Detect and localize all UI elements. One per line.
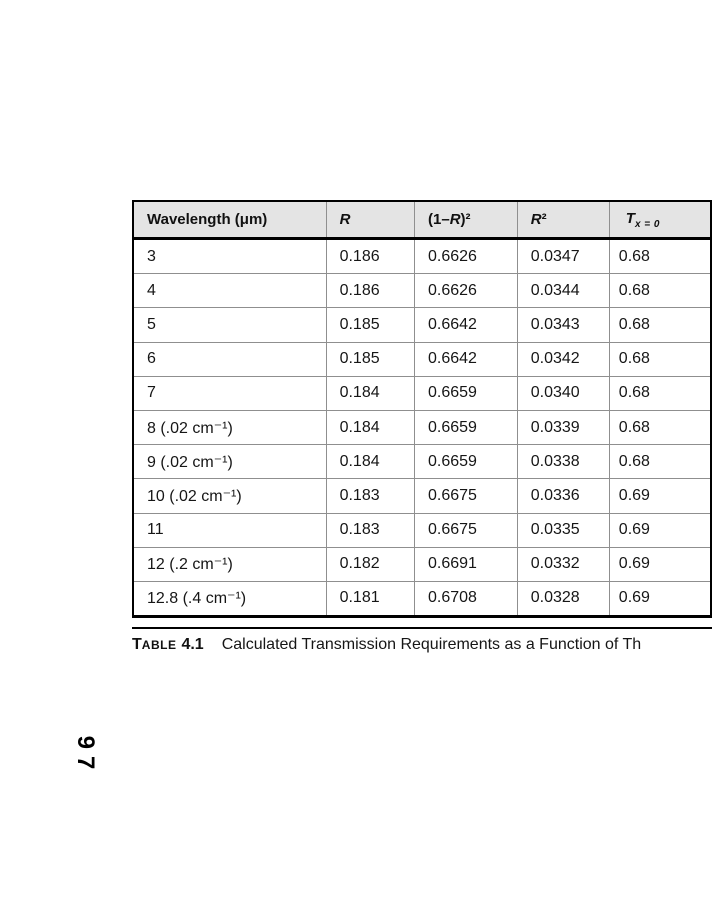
r-squared-cell: 0.0347 — [516, 238, 610, 274]
wavelength-cell: 6 — [133, 341, 327, 377]
r-squared-cell: 0.0335 — [516, 512, 610, 548]
column-header-r-squared: R² — [516, 201, 610, 240]
one-minus-r-squared-cell: 0.6675 — [414, 512, 518, 548]
one-minus-r-squared-cell: 0.6675 — [414, 478, 518, 513]
r-cell: 0.183 — [325, 512, 415, 548]
t-cell: 0.69 — [608, 546, 711, 582]
r-squared-cell: 0.0328 — [516, 580, 610, 617]
t-cell: 0.68 — [608, 409, 711, 445]
transmission-table: Wavelength (μm) R (1–R)² R² Tx = 0 3 0.1… — [132, 200, 712, 619]
r-squared-cell: 0.0336 — [516, 478, 610, 513]
t-cell: 0.68 — [608, 273, 711, 308]
r-squared-cell: 0.0332 — [516, 546, 610, 582]
column-header-t-x0: Tx = 0 — [608, 201, 711, 240]
t-cell: 0.68 — [608, 375, 711, 411]
one-minus-r-squared-cell: 0.6659 — [414, 444, 518, 479]
r-squared-cell: 0.0340 — [516, 375, 610, 411]
r-squared-cell: 0.0339 — [516, 409, 610, 445]
t-cell: 0.68 — [608, 238, 711, 274]
r-cell: 0.185 — [325, 341, 415, 377]
table-caption-label: TABLE 4.1 — [132, 636, 204, 653]
wavelength-cell: 5 — [133, 307, 327, 343]
t-cell: 0.68 — [608, 444, 711, 479]
wavelength-cell: 9 (.02 cm⁻¹) — [133, 444, 327, 479]
wavelength-cell: 3 — [147, 247, 156, 265]
one-minus-r-squared-cell: 0.6708 — [414, 580, 518, 617]
r-squared-cell: 0.0343 — [516, 307, 610, 343]
t-cell: 0.69 — [608, 512, 711, 548]
wavelength-cell: 10 (.02 cm⁻¹) — [133, 478, 327, 513]
t-cell: 0.69 — [608, 580, 711, 617]
table-row: 11 0.183 0.6675 0.0335 0.69 — [133, 512, 711, 548]
one-minus-r-squared-cell: 0.6642 — [414, 307, 518, 343]
one-minus-r-squared-cell: 0.6626 — [414, 273, 518, 308]
r-cell: 0.183 — [325, 478, 415, 513]
r-cell: 0.186 — [325, 273, 415, 308]
table-row: 7 0.184 0.6659 0.0340 0.68 — [133, 375, 711, 411]
wavelength-cell: 12 (.2 cm⁻¹) — [133, 546, 327, 582]
table-row: 6 0.185 0.6642 0.0342 0.68 — [133, 341, 711, 377]
table-row: 9 (.02 cm⁻¹) 0.184 0.6659 0.0338 0.68 — [133, 444, 711, 479]
r-cell: 0.184 — [325, 409, 415, 445]
table-caption-text: Calculated Transmission Requirements as … — [221, 636, 642, 653]
column-header-wavelength: Wavelength (μm) — [133, 201, 327, 240]
one-minus-r-squared-cell: 0.6642 — [414, 341, 518, 377]
r-squared-cell: 0.0338 — [516, 444, 610, 479]
r-cell: 0.181 — [325, 580, 415, 617]
table-row: 12 (.2 cm⁻¹) 0.182 0.6691 0.0332 0.69 — [133, 546, 711, 582]
r-cell: 0.186 — [325, 238, 415, 274]
r-squared-cell: 0.0342 — [516, 341, 610, 377]
one-minus-r-squared-cell: 0.6659 — [414, 409, 518, 445]
t-cell: 0.69 — [608, 478, 711, 513]
table-caption: TABLE 4.1 Calculated Transmission Requirem… — [132, 627, 712, 654]
table-row: 10 (.02 cm⁻¹) 0.183 0.6675 0.0336 0.69 — [133, 478, 711, 513]
t-cell: 0.68 — [608, 341, 711, 377]
wavelength-cell: 4 — [133, 273, 327, 308]
column-header-r: R — [325, 201, 415, 240]
r-squared-cell: 0.0344 — [516, 273, 610, 308]
column-header-one-minus-r-squared: (1–R)² — [414, 201, 518, 240]
r-cell: 0.185 — [325, 307, 415, 343]
r-cell: 0.182 — [325, 546, 415, 582]
wavelength-cell: 8 (.02 cm⁻¹) — [133, 409, 327, 445]
wavelength-cell: 7 — [133, 375, 327, 411]
one-minus-r-squared-cell: 0.6626 — [414, 238, 518, 274]
one-minus-r-squared-cell: 0.6659 — [414, 375, 518, 411]
t-cell: 0.68 — [608, 307, 711, 343]
table-row: 5 0.185 0.6642 0.0343 0.68 — [133, 307, 711, 343]
table-row: 4 0.186 0.6626 0.0344 0.68 — [133, 273, 711, 308]
one-minus-r-squared-cell: 0.6691 — [414, 546, 518, 582]
table-row: 8 (.02 cm⁻¹) 0.184 0.6659 0.0339 0.68 — [133, 409, 711, 445]
wavelength-cell: 11 — [133, 512, 327, 548]
wavelength-cell: 12.8 (.4 cm⁻¹) — [133, 580, 327, 617]
table-header-row: Wavelength (μm) R (1–R)² R² Tx = 0 — [133, 201, 711, 240]
page-number: 97 — [72, 735, 99, 777]
table-row: 12.8 (.4 cm⁻¹) 0.181 0.6708 0.0328 0.69 — [133, 580, 711, 617]
r-cell: 0.184 — [325, 444, 415, 479]
table-row: 3 0.186 0.6626 0.0347 0.68 — [133, 238, 711, 274]
r-cell: 0.184 — [325, 375, 415, 411]
